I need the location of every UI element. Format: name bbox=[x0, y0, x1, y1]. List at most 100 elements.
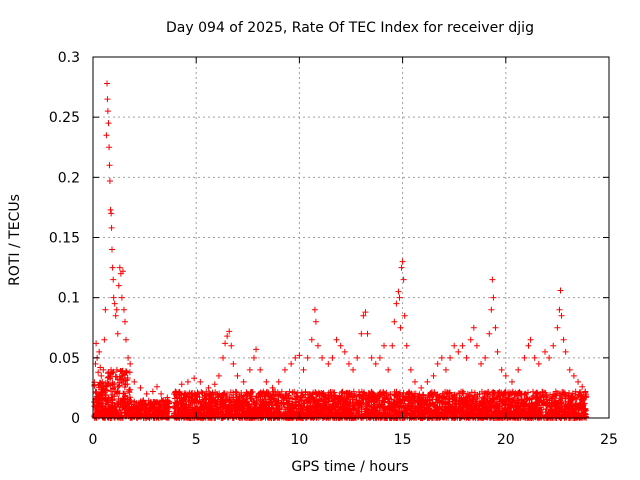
data-point bbox=[275, 378, 282, 385]
data-point bbox=[470, 324, 477, 331]
x-tick-label: 20 bbox=[497, 432, 515, 448]
data-point bbox=[107, 206, 114, 213]
data-point bbox=[319, 354, 326, 361]
data-point bbox=[397, 324, 404, 331]
data-point bbox=[447, 354, 454, 361]
data-point bbox=[407, 366, 414, 373]
data-point bbox=[434, 360, 441, 367]
data-point bbox=[542, 348, 549, 355]
data-point bbox=[494, 348, 501, 355]
data-point bbox=[411, 378, 418, 385]
data-point bbox=[442, 366, 449, 373]
data-point bbox=[391, 318, 398, 325]
data-point bbox=[109, 264, 116, 271]
data-point bbox=[459, 342, 466, 349]
data-point bbox=[116, 264, 123, 271]
data-point bbox=[560, 336, 567, 343]
data-point bbox=[240, 378, 247, 385]
data-point bbox=[164, 394, 171, 401]
data-points bbox=[91, 80, 590, 421]
data-point bbox=[95, 369, 102, 376]
data-point bbox=[108, 210, 115, 217]
data-point bbox=[418, 384, 425, 391]
data-point bbox=[502, 372, 509, 379]
x-tick-label: 10 bbox=[290, 432, 308, 448]
data-point bbox=[424, 378, 431, 385]
data-point bbox=[226, 328, 233, 335]
data-point bbox=[197, 378, 204, 385]
data-point bbox=[172, 388, 179, 395]
data-point bbox=[492, 324, 499, 331]
axis-ticks bbox=[92, 56, 610, 419]
data-point bbox=[438, 354, 445, 361]
data-point bbox=[228, 342, 235, 349]
data-point bbox=[178, 381, 185, 388]
data-point bbox=[554, 324, 561, 331]
x-axis-label: GPS time / hours bbox=[291, 459, 408, 475]
x-tick-label: 5 bbox=[192, 432, 201, 448]
data-point bbox=[103, 132, 110, 139]
data-point bbox=[372, 360, 379, 367]
data-point bbox=[467, 336, 474, 343]
data-point bbox=[354, 354, 361, 361]
data-point bbox=[399, 258, 406, 265]
data-point bbox=[389, 342, 396, 349]
data-point bbox=[463, 354, 470, 361]
data-point bbox=[556, 306, 563, 313]
data-point bbox=[490, 294, 497, 301]
data-point bbox=[215, 372, 222, 379]
data-point bbox=[246, 366, 253, 373]
data-point bbox=[112, 312, 119, 319]
data-point bbox=[106, 162, 113, 169]
x-tick-label: 0 bbox=[89, 432, 98, 448]
data-point bbox=[329, 354, 336, 361]
data-point bbox=[106, 177, 113, 184]
data-point bbox=[550, 342, 557, 349]
data-point bbox=[127, 360, 134, 367]
data-point bbox=[106, 144, 113, 151]
data-point bbox=[120, 306, 127, 313]
data-point bbox=[337, 342, 344, 349]
y-tick-label: 0.15 bbox=[49, 231, 80, 247]
data-point bbox=[110, 276, 117, 283]
data-point bbox=[224, 333, 231, 340]
x-tick-label: 25 bbox=[600, 432, 618, 448]
data-point bbox=[308, 336, 315, 343]
data-point bbox=[137, 384, 144, 391]
data-point bbox=[575, 378, 582, 385]
data-point bbox=[102, 306, 109, 313]
data-point bbox=[311, 306, 318, 313]
data-point bbox=[341, 348, 348, 355]
data-point bbox=[473, 342, 480, 349]
data-point bbox=[269, 384, 276, 391]
data-point bbox=[250, 354, 257, 361]
data-point bbox=[100, 366, 107, 373]
data-point bbox=[400, 276, 407, 283]
y-axis-label: ROTI / TECUs bbox=[7, 194, 23, 286]
data-point bbox=[211, 381, 218, 388]
data-point bbox=[455, 348, 462, 355]
data-point bbox=[398, 264, 405, 271]
data-point bbox=[115, 282, 122, 289]
y-tick-label: 0.3 bbox=[58, 50, 80, 66]
data-point bbox=[143, 390, 150, 397]
y-tick-labels: 0 0.05 0.1 0.15 0.2 0.25 0.3 bbox=[49, 50, 80, 427]
data-point bbox=[104, 108, 111, 115]
data-point bbox=[131, 378, 138, 385]
data-point bbox=[149, 388, 156, 395]
data-point bbox=[486, 330, 493, 337]
data-point bbox=[570, 372, 577, 379]
data-point bbox=[385, 366, 392, 373]
data-point bbox=[403, 342, 410, 349]
data-point bbox=[110, 294, 117, 301]
y-tick-label: 0.1 bbox=[58, 291, 80, 307]
data-point bbox=[99, 378, 106, 385]
data-point bbox=[508, 378, 515, 385]
data-point bbox=[325, 360, 332, 367]
data-point bbox=[108, 224, 115, 231]
data-point bbox=[292, 354, 299, 361]
data-point bbox=[108, 246, 115, 253]
data-point bbox=[104, 80, 111, 87]
data-point bbox=[527, 336, 534, 343]
